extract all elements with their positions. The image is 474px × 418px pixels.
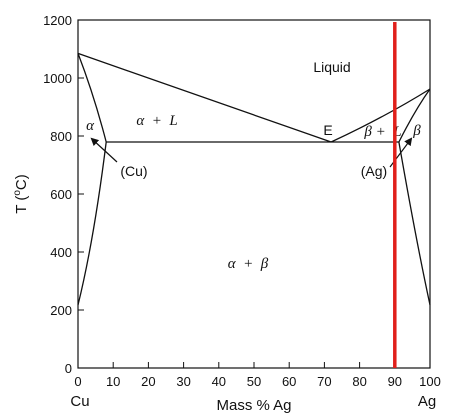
x-axis-label: Mass % Ag: [216, 397, 291, 414]
cu-arrow-label: (Cu): [120, 163, 147, 179]
y-tick-label: 1000: [43, 71, 72, 86]
y-tick-label: 600: [50, 187, 72, 202]
x-tick-label: 30: [176, 374, 190, 389]
x-tick-label: 90: [388, 374, 402, 389]
beta-region-label: β: [412, 123, 421, 139]
y-axis-label-suffix: C): [13, 174, 30, 190]
y-axis-label-prefix: T (: [13, 196, 30, 214]
x-tick-label: 0: [74, 374, 81, 389]
x-tick-label: 20: [141, 374, 155, 389]
y-tick-label: 800: [50, 129, 72, 144]
x-ticks: [77, 362, 431, 368]
x-right-element-label: Ag: [418, 393, 436, 410]
eutectic-point-label: E: [323, 122, 332, 138]
y-tick-label: 0: [65, 361, 72, 376]
y-tick-label: 200: [50, 303, 72, 318]
cu-arrow: [90, 137, 118, 163]
x-tick-label: 100: [419, 374, 441, 389]
solidus-ag-side: [398, 88, 431, 143]
x-tick-label: 80: [352, 374, 366, 389]
liquid-region-label: Liquid: [313, 59, 350, 75]
alpha-plus-beta-label: α + β: [228, 256, 269, 272]
x-tick-label: 70: [317, 374, 331, 389]
y-axis-label-degree: o: [12, 190, 23, 196]
x-tick-labels: 0 10 20 30 40 50 60 70 80 90 100: [74, 374, 440, 389]
y-axis-label: T (oC): [12, 174, 30, 213]
phase-boundaries: [77, 52, 431, 306]
y-tick-label: 400: [50, 245, 72, 260]
solvus-ag-side: [398, 141, 431, 306]
ag-arrow-label: (Ag): [361, 163, 387, 179]
y-tick-label: 1200: [43, 13, 72, 28]
liquidus-cu-side: [77, 52, 332, 143]
y-tick-labels: 0 200 400 600 800 1000 1200: [43, 13, 72, 376]
solvus-cu-side: [77, 141, 107, 306]
x-tick-label: 50: [247, 374, 261, 389]
x-tick-label: 40: [212, 374, 226, 389]
solidus-cu-side: [77, 53, 107, 143]
beta-plus-liquid-label: β + L: [363, 124, 401, 140]
alpha-region-label: α: [86, 118, 95, 134]
liquidus-ag-side: [330, 88, 431, 143]
x-tick-label: 60: [282, 374, 296, 389]
x-tick-label: 10: [106, 374, 120, 389]
y-ticks: [78, 19, 84, 369]
alpha-plus-liquid-label: α + L: [136, 113, 177, 129]
x-left-element-label: Cu: [70, 393, 89, 410]
